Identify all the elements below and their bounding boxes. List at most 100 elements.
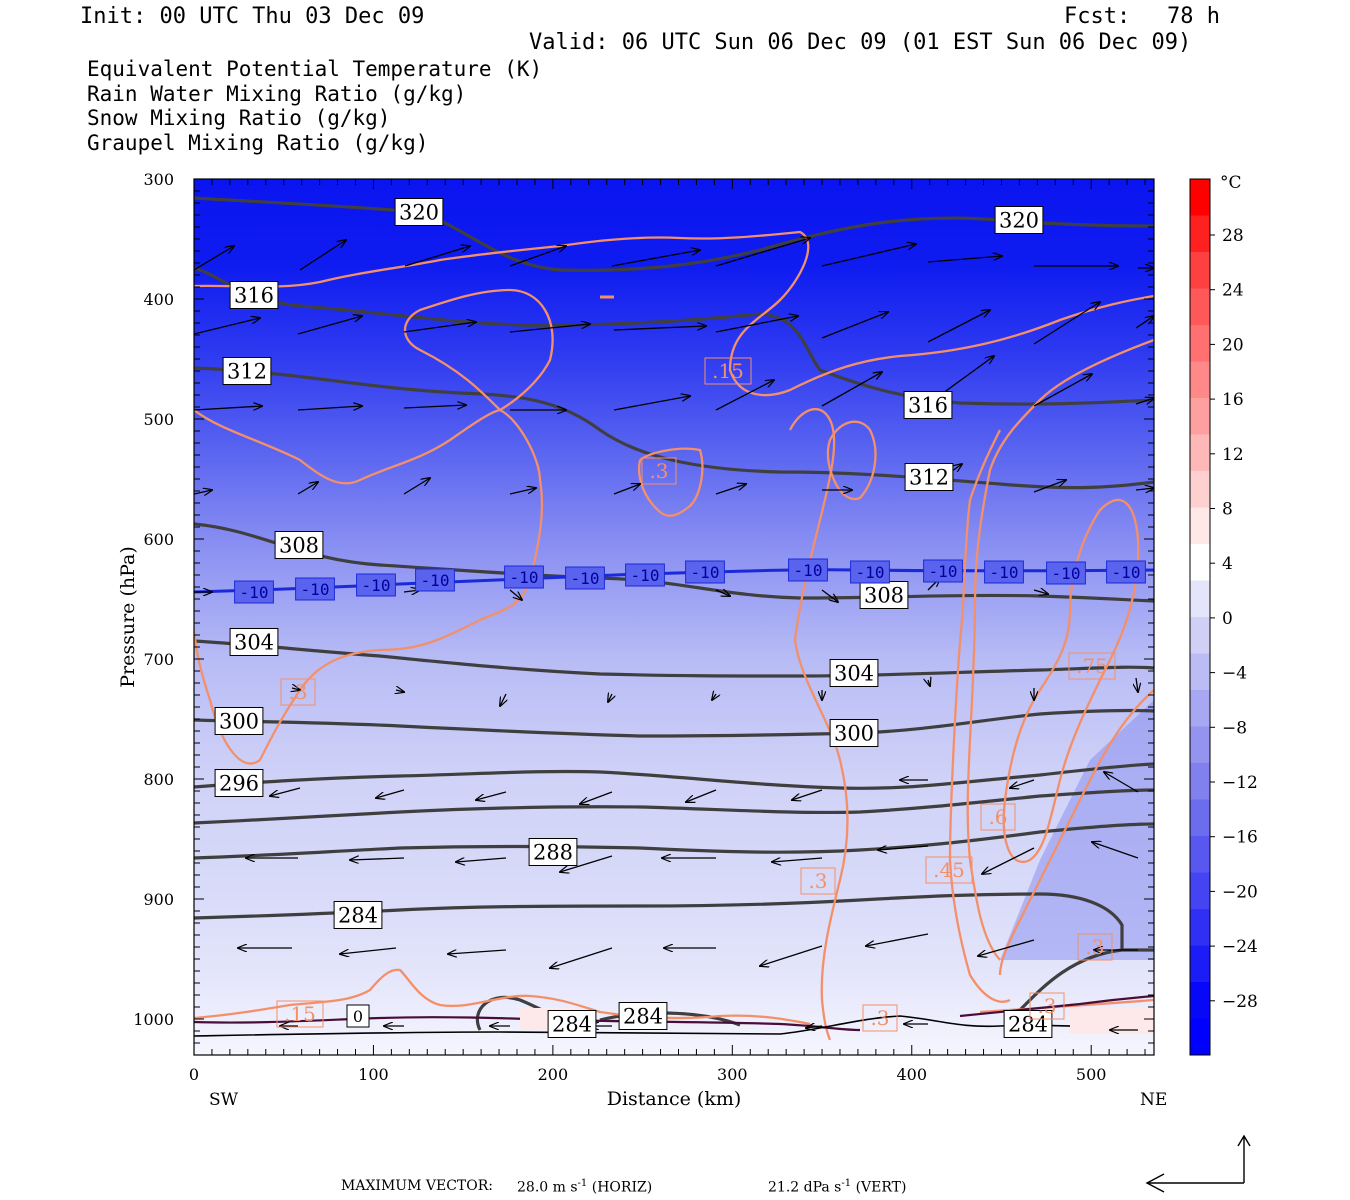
colorbar-label: −20 [1222, 882, 1258, 902]
wind-vector [1033, 374, 1092, 407]
wind-vector [560, 855, 613, 872]
wind-vector [613, 484, 640, 495]
colorbar-label: 24 [1222, 281, 1244, 301]
theta-e-label-box [274, 531, 324, 559]
colorbar-label: 12 [1222, 445, 1244, 465]
colorbar-label: −16 [1222, 828, 1258, 848]
snow-label: .15 [712, 359, 744, 383]
wind-vector [613, 396, 690, 411]
graupel-contour [959, 994, 1154, 1018]
x-axis-title: Distance (km) [607, 1088, 742, 1110]
wind-vector [1135, 398, 1154, 404]
colorbar-label: 0 [1222, 609, 1233, 629]
theta-e-contour [1018, 948, 1154, 1012]
snow-contour [966, 338, 1154, 961]
theta-e-label: 288 [533, 841, 573, 865]
snow-label-box [280, 678, 316, 706]
wind-vector [403, 478, 430, 495]
theta-e-label: 320 [399, 201, 439, 225]
x-tick-label: 300 [717, 1065, 748, 1084]
theta-e-label: 284 [623, 1005, 663, 1029]
colorbar-swatch [1190, 544, 1210, 581]
isotherm-label: -10 [631, 566, 660, 585]
colorbar-swatch [1190, 580, 1210, 618]
isotherm-label-box [504, 565, 544, 589]
snow-label: .3 [1085, 935, 1104, 959]
snow-label-box [276, 1000, 324, 1028]
isotherm-label: -10 [421, 571, 450, 590]
x-tick-label: 0 [189, 1065, 199, 1084]
init-time: Init: 00 UTC Thu 03 Dec 09 [80, 4, 425, 29]
wind-vector [927, 256, 1002, 263]
wind-vector [715, 316, 798, 333]
theta-e-label-box [222, 357, 272, 385]
isotherm-label: -10 [510, 568, 539, 587]
snow-label-box [1077, 933, 1113, 961]
wind-vector [509, 488, 536, 495]
wind-vector [1033, 480, 1066, 493]
snow-label: .45 [933, 858, 965, 882]
theta-e-label-box [394, 198, 444, 226]
y-tick-label: 300 [143, 170, 174, 189]
wind-vector [550, 947, 613, 968]
wind-vector [608, 694, 612, 702]
wind-vector [509, 324, 590, 333]
theta-e-label: 304 [234, 631, 274, 655]
snow-contour [637, 447, 704, 517]
snow-label: .3 [288, 680, 307, 704]
wind-vector [821, 589, 838, 602]
colorbar-swatch [1190, 434, 1210, 472]
snow-label-box [800, 867, 836, 895]
wind-vector [194, 318, 260, 335]
horiz-exp: -1 [577, 1178, 588, 1189]
snow-label-box [862, 1004, 898, 1032]
theta-e-label-box [214, 769, 264, 797]
colorbar-swatch [1190, 398, 1210, 435]
colorbar-swatch [1190, 909, 1210, 946]
theta-e-label: 284 [1008, 1013, 1048, 1037]
graupel-label-box [346, 1004, 370, 1028]
colorbar-swatch [1190, 945, 1210, 983]
theta-e-label: 316 [908, 394, 948, 418]
theta-e-contour [599, 1011, 741, 1027]
theta-e-label-box [829, 719, 879, 747]
theta-e-label: 300 [219, 710, 259, 734]
wind-vector [476, 791, 507, 800]
theta-e-contour [194, 522, 1154, 603]
colorbar-label: −4 [1222, 664, 1247, 684]
wind-vector [760, 945, 823, 966]
theta-e-label: 312 [227, 360, 267, 384]
y-tick-label: 400 [143, 290, 174, 309]
snow-label: .15 [284, 1002, 316, 1026]
theta-e-label-box [1003, 1010, 1053, 1038]
isotherm-label: -10 [301, 580, 330, 599]
theta-e-label-box [547, 1010, 597, 1038]
theta-e-label-box [333, 901, 383, 929]
x-tick-label: 200 [538, 1065, 569, 1084]
colorbar-swatch [1190, 799, 1210, 837]
colorbar-swatch [1190, 507, 1210, 545]
wind-vector [715, 590, 730, 596]
isotherm-label: -10 [929, 562, 958, 581]
snow-label: .3 [808, 869, 827, 893]
isotherm-label: -10 [856, 563, 885, 582]
colorbar-frame [1189, 178, 1211, 1056]
isotherm-label-box [356, 573, 396, 597]
wind-vector [1010, 779, 1035, 788]
theta-e-label: 296 [219, 772, 259, 796]
snow-label: .3 [870, 1006, 889, 1030]
theta-e-label: 320 [999, 209, 1039, 233]
theta-e-contour [194, 762, 1154, 790]
wind-vector [500, 693, 506, 706]
legend-rain-water: Rain Water Mixing Ratio (g/kg) [87, 82, 467, 106]
theta-e-label-box [214, 707, 264, 735]
forecast-hours: 78 h [1167, 4, 1220, 29]
colorbar-swatch [1190, 872, 1210, 910]
wind-vector [292, 688, 300, 690]
wind-vector [772, 858, 823, 862]
wind-vector [715, 380, 774, 411]
theta-e-label: 284 [338, 904, 378, 928]
isotherm-label-box [415, 568, 455, 592]
theta-e-label-box [903, 391, 953, 419]
colorbar-label: −12 [1222, 773, 1258, 793]
